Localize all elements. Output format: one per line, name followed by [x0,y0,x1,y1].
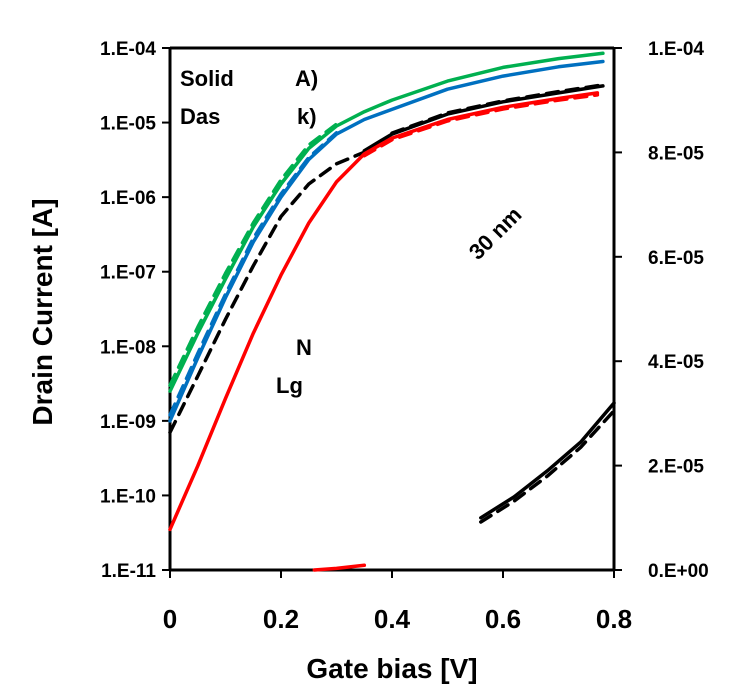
x-tick-label: 0.2 [263,604,299,634]
plot-area [168,46,616,572]
right-tick-marks: 0.E+00 2.E-05 4.E-05 6.E-05 8.E-05 1.E-04 [614,39,709,582]
x-tick-label: 0.4 [374,604,411,634]
series-line-9 [362,93,600,158]
annotation-solid-tail: A) [295,66,318,91]
left-tick-label: 1.E-08 [100,337,156,358]
left-tick-label: 1.E-10 [100,486,156,507]
annotation-nw: N [296,335,312,360]
right-tick-label: 1.E-04 [648,39,704,60]
right-tick-label: 2.E-05 [648,457,704,478]
right-tick-label: 4.E-05 [648,352,704,373]
series-line-2 [168,122,339,388]
x-tick-label: 0.6 [485,604,521,634]
x-tick-marks: 0 0.2 0.4 0.6 0.8 [163,570,632,634]
left-tick-label: 1.E-05 [100,114,156,135]
annotation-30nm: 30 nm [464,202,527,265]
series-line-10 [479,401,616,520]
right-tick-label: 6.E-05 [648,248,704,269]
x-tick-label: 0.8 [596,604,632,634]
left-tick-marks: 1.E-11 1.E-10 1.E-09 1.E-08 1.E-07 1.E-06 1.E-… [100,39,170,582]
x-axis-title: Gate bias [V] [306,653,477,684]
annotation-dash-tail: k) [297,104,317,129]
annotation-lg: Lg [276,373,303,398]
left-tick-label: 1.E-07 [100,263,156,284]
right-tick-label: 8.E-05 [648,143,704,164]
y-axis-title: Drain Current [A] [27,198,58,425]
left-tick-label: 1.E-11 [101,561,156,582]
x-tick-label: 0 [163,604,177,634]
series-line-12 [312,563,367,572]
annotation-solid: Solid [180,66,234,91]
series-line-5 [168,150,367,435]
series-line-4 [168,131,339,417]
series-line-3 [168,59,605,423]
left-tick-label: 1.E-04 [100,39,156,60]
right-tick-label: 0.E+00 [648,561,709,582]
left-tick-label: 1.E-06 [100,188,156,209]
series-line-7 [390,83,605,135]
series-line-11 [479,409,616,524]
annotation-dash: Das [180,104,220,129]
left-tick-label: 1.E-09 [100,412,156,433]
series-layer [168,51,616,572]
series-line-8 [168,91,600,532]
